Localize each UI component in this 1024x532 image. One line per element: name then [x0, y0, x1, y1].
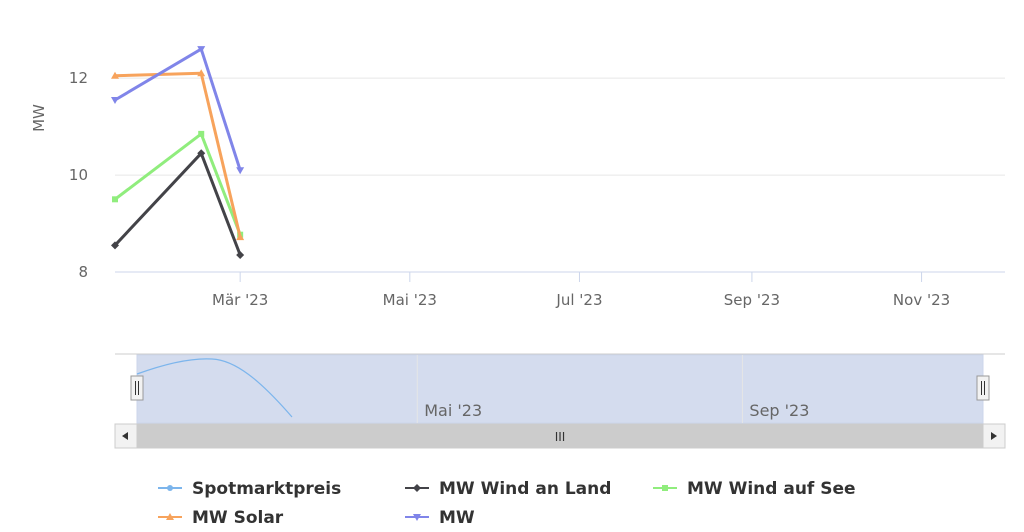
legend-symbol-marker: [413, 484, 421, 492]
legend-symbol-marker: [662, 485, 668, 491]
legend-symbol-marker: [166, 513, 174, 520]
data-point[interactable]: [197, 69, 206, 77]
data-point[interactable]: [111, 96, 119, 104]
scrollbar-right-arrow[interactable]: [982, 423, 1006, 449]
data-point[interactable]: [198, 130, 205, 137]
series-line[interactable]: [114, 132, 242, 236]
data-point[interactable]: [197, 149, 206, 158]
data-point[interactable]: [112, 196, 118, 203]
x-tick-label: Mai '23: [383, 291, 437, 309]
scrollbar-thumb[interactable]: [137, 424, 983, 448]
series-mw[interactable]: [111, 46, 245, 175]
navigator-label: Sep '23: [749, 401, 809, 420]
legend-item[interactable]: MW Wind auf See: [653, 479, 856, 499]
navigator[interactable]: Mai '23 Sep '23: [115, 353, 1005, 424]
legend-item[interactable]: MW: [405, 508, 475, 528]
x-tick-label: Sep '23: [724, 291, 780, 309]
arrow-right-icon: [991, 432, 997, 440]
legend-label: MW Solar: [192, 508, 284, 528]
legend: Spotmarktpreis MW Wind an Land MW Wind auf…: [158, 479, 856, 528]
y-tick-label: 10: [69, 166, 88, 184]
navigator-handle-left[interactable]: [130, 375, 144, 401]
legend-symbol-marker: [413, 514, 421, 521]
series-layer: [111, 46, 245, 260]
y-tick-label: 8: [78, 263, 88, 281]
legend-label: MW: [439, 508, 475, 528]
scrollbar-grip: III: [555, 430, 566, 444]
series-line[interactable]: [113, 151, 242, 256]
x-tick-label: Nov '23: [893, 291, 950, 309]
legend-label: Spotmarktpreis: [192, 479, 341, 499]
scrollbar-left-arrow[interactable]: [114, 423, 138, 449]
x-tick-label: Mär '23: [212, 291, 268, 309]
grid-lines: [115, 77, 1005, 176]
series-mw-wind-an-land[interactable]: [111, 149, 245, 260]
y-axis-ticks: 8 10 12: [69, 69, 88, 281]
x-tick-label: Jul '23: [555, 291, 602, 309]
navigator-selected-range[interactable]: [136, 354, 984, 424]
legend-label: MW Wind auf See: [687, 479, 856, 499]
legend-item[interactable]: Spotmarktpreis: [158, 479, 341, 499]
scrollbar[interactable]: III: [114, 423, 1006, 449]
navigator-label: Mai '23: [424, 401, 482, 420]
series-line[interactable]: [114, 71, 242, 238]
x-axis: Mär '23 Mai '23 Jul '23 Sep '23 Nov '23: [115, 271, 1005, 309]
series-mw-solar[interactable]: [111, 69, 245, 241]
navigator-handle-right[interactable]: [976, 375, 990, 401]
legend-item[interactable]: MW Wind an Land: [405, 479, 611, 499]
data-point[interactable]: [236, 167, 245, 175]
arrow-left-icon: [122, 432, 128, 440]
y-tick-label: 12: [69, 69, 88, 87]
data-point[interactable]: [111, 71, 119, 79]
data-point[interactable]: [111, 241, 119, 250]
navigator-series-line: [136, 358, 293, 418]
data-point[interactable]: [236, 233, 245, 241]
legend-label: MW Wind an Land: [439, 479, 611, 499]
data-point[interactable]: [236, 251, 245, 260]
legend-item[interactable]: MW Solar: [158, 508, 284, 528]
navigator-grid: [416, 355, 743, 423]
data-point[interactable]: [197, 46, 206, 54]
navigator-labels: Mai '23 Sep '23: [424, 401, 809, 420]
series-mw-wind-auf-see[interactable]: [112, 130, 244, 238]
legend-symbol-marker: [167, 485, 173, 491]
y-axis-title: MW: [30, 104, 48, 132]
